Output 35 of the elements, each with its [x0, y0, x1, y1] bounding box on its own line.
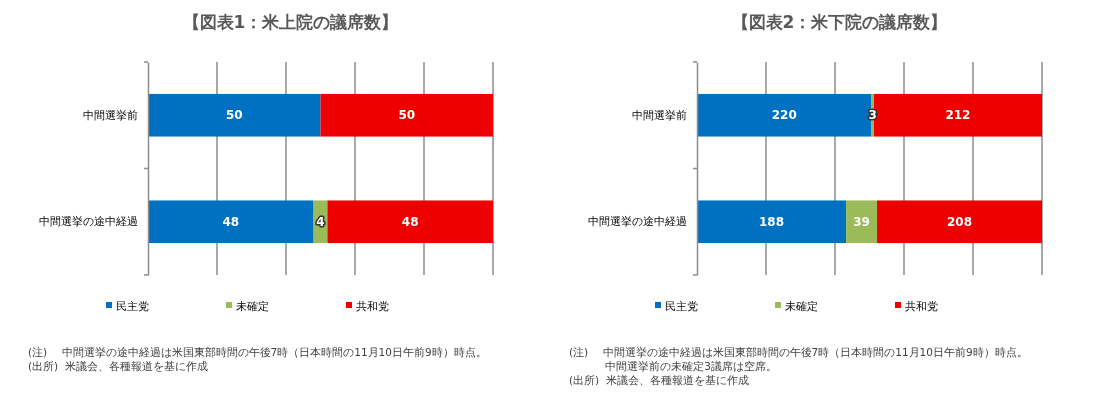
data-label: 4 — [316, 214, 325, 229]
y-tick-label: 中間選挙前 — [83, 108, 138, 122]
text: (注) 中間選挙の途中経過は米国東部時間の午後7時（日本時間の11月10日午前9時）時点。 — [569, 346, 1028, 358]
bar — [327, 200, 493, 244]
bar — [697, 200, 847, 244]
data-label: 208 — [946, 214, 973, 229]
legend-label: 未確定 — [785, 299, 818, 313]
text: (出所) 米議会、各種報道を基に作成 — [28, 360, 208, 372]
legend-label: 民主党 — [116, 299, 149, 313]
data-label: 3 — [868, 108, 877, 123]
bar — [320, 93, 493, 137]
data-label: 39 — [853, 214, 870, 229]
data-label: 50 — [398, 108, 416, 123]
data-label: 50 — [225, 108, 243, 123]
bar — [877, 200, 1042, 244]
text: 中間選挙前の未確定3議席は空席。 — [569, 360, 778, 372]
bar — [148, 200, 314, 244]
text: (注) 中間選挙の途中経過は米国東部時間の午後7時（日本時間の11月10日午前9時）時点。 — [28, 346, 487, 358]
text: (出所) 米議会、各種報道を基に作成 — [569, 374, 749, 386]
y-tick-label: 中間選挙前 — [632, 108, 687, 122]
data-label: 188 — [759, 214, 785, 229]
legend-label: 未確定 — [236, 299, 269, 313]
legend-label: 共和党 — [356, 299, 389, 313]
data-label: 220 — [771, 108, 797, 123]
chart-title: 【図表1：米上院の議席数】 — [182, 12, 399, 32]
data-label: 212 — [945, 108, 971, 123]
chart-title: 【図表2：米下院の議席数】 — [731, 12, 948, 32]
data-label: 48 — [222, 214, 240, 229]
data-label: 48 — [401, 214, 419, 229]
bar — [148, 93, 321, 137]
bar — [846, 200, 878, 244]
legend-label: 共和党 — [905, 299, 938, 313]
legend-label: 民主党 — [665, 299, 698, 313]
y-tick-label: 中間選挙の途中経過 — [39, 215, 138, 229]
y-tick-label: 中間選挙の途中経過 — [588, 215, 687, 229]
